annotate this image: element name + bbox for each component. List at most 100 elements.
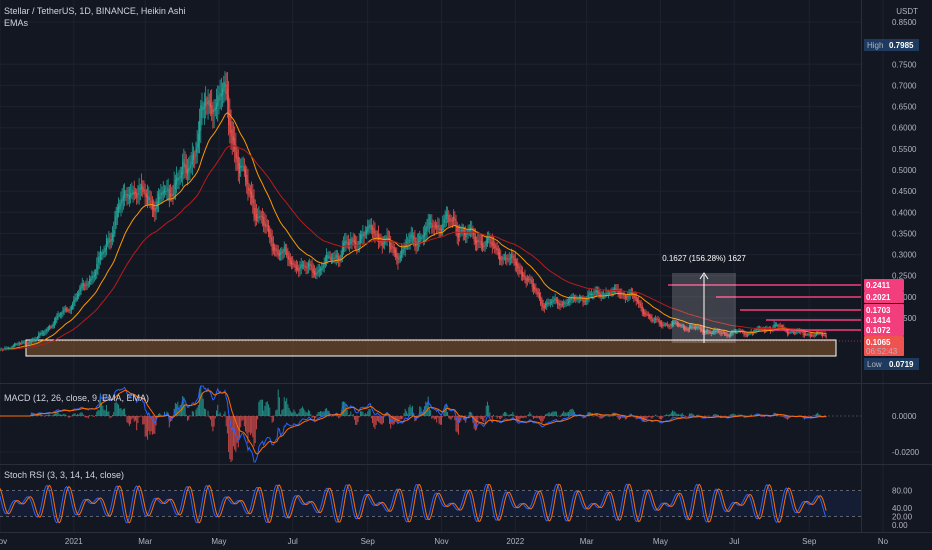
candle-body: [378, 234, 380, 241]
macd-legend[interactable]: MACD (12, 26, close, 9, EMA, EMA): [4, 393, 150, 403]
macd-hist-bar: [288, 407, 290, 416]
macd-hist-bar: [81, 412, 83, 416]
candle-body: [493, 243, 495, 245]
candle-body: [141, 184, 143, 189]
candle-body: [91, 276, 93, 281]
candle-body: [295, 265, 297, 271]
candle-body: [473, 232, 475, 241]
candle-body: [138, 185, 140, 195]
candle-body: [808, 333, 810, 335]
macd-hist-bar: [678, 413, 680, 416]
candle-body: [291, 261, 293, 265]
macd-hist-bar: [230, 416, 232, 462]
candle-body: [684, 326, 686, 329]
macd-hist-bar: [390, 416, 392, 429]
macd-hist-bar: [768, 416, 770, 417]
candle-body: [505, 257, 507, 259]
macd-hist-bar: [668, 414, 670, 416]
macd-hist-bar: [293, 409, 295, 416]
candle-body: [243, 166, 245, 172]
stoch-rsi-legend[interactable]: Stoch RSI (3, 3, 14, 14, close): [4, 470, 125, 480]
macd-hist-bar: [286, 398, 288, 416]
macd-hist-bar: [517, 416, 519, 422]
symbol-title[interactable]: Stellar / TetherUS, 1D, BINANCE, Heikin …: [4, 6, 186, 16]
macd-hist-bar: [132, 416, 134, 419]
macd-hist-bar: [291, 412, 293, 416]
macd-hist-bar: [721, 416, 723, 417]
macd-hist-bar: [656, 415, 658, 417]
candle-body: [809, 334, 811, 336]
macd-hist-bar: [479, 416, 481, 420]
macd-hist-bar: [85, 416, 87, 418]
candle-body: [145, 193, 147, 198]
macd-hist-bar: [809, 416, 811, 418]
candle-body: [11, 346, 13, 349]
macd-hist-bar: [339, 416, 341, 418]
candle-body: [126, 194, 128, 198]
candle-body: [93, 275, 95, 278]
candle-body: [367, 226, 369, 232]
candle-body: [68, 310, 70, 311]
macd-hist-bar: [491, 416, 493, 420]
candle-body: [245, 169, 247, 181]
candle-body: [820, 333, 822, 335]
candle-body: [788, 332, 790, 334]
macd-hist-bar: [116, 403, 118, 416]
candle-body: [691, 326, 693, 328]
candle-body: [298, 268, 300, 272]
macd-hist-bar: [76, 413, 78, 416]
macd-hist-bar: [621, 416, 623, 418]
macd-hist-bar: [253, 416, 255, 447]
macd-hist-bar: [134, 416, 136, 421]
macd-hist-bar: [202, 398, 204, 416]
macd-hist-bar: [103, 409, 105, 416]
candle-body: [363, 234, 365, 237]
macd-hist-bar: [209, 416, 211, 420]
candle-body: [618, 291, 620, 295]
macd-hist-bar: [534, 416, 536, 419]
ema-indicator-label[interactable]: EMAs: [4, 18, 29, 28]
candle-body: [67, 309, 69, 311]
candle-body: [424, 232, 426, 237]
candle-body: [768, 328, 770, 330]
macd-hist-bar: [645, 416, 647, 421]
candle-body: [823, 334, 825, 336]
candle-body: [201, 102, 203, 119]
macd-hist-bar: [784, 416, 786, 419]
candle-body: [190, 161, 192, 168]
high-tag-value: 0.7985: [889, 41, 914, 50]
macd-hist-bar: [471, 412, 473, 416]
macd-hist-bar: [766, 415, 768, 417]
candle-body: [651, 317, 653, 322]
macd-hist-bar: [276, 409, 278, 416]
macd-hist-bar: [436, 416, 438, 423]
candle-body: [276, 249, 278, 252]
candle-body: [255, 213, 257, 221]
macd-hist-bar: [118, 404, 120, 416]
candle-body: [212, 109, 214, 115]
candle-body: [369, 223, 371, 228]
candle-body: [701, 328, 703, 331]
candle-body: [553, 299, 555, 302]
macd-hist-bar: [369, 409, 371, 416]
macd-hist-bar: [195, 409, 197, 416]
candle-body: [557, 300, 559, 305]
measure-arrowhead: [699, 272, 709, 280]
candle-body: [714, 330, 716, 333]
candle-body: [822, 333, 824, 336]
candle-body: [305, 265, 307, 269]
macd-hist-bar: [606, 415, 608, 417]
candle-body: [258, 215, 260, 218]
candle-body: [513, 256, 515, 261]
candle-body: [98, 256, 100, 264]
candle-body: [586, 298, 588, 302]
macd-hist-bar: [428, 408, 430, 416]
candle-body: [40, 333, 42, 335]
macd-hist-bar: [456, 416, 458, 433]
candle-body: [70, 306, 72, 310]
candle-body: [490, 239, 492, 245]
candle-body: [517, 263, 519, 269]
candle-body: [398, 257, 400, 260]
